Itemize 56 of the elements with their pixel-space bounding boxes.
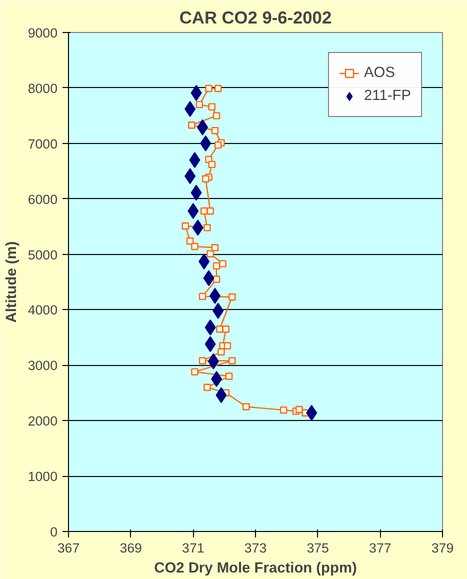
y-tick-label: 1000 — [28, 469, 58, 484]
x-tick-label: 377 — [369, 540, 392, 556]
point — [228, 357, 236, 364]
point — [222, 326, 230, 333]
point — [191, 368, 198, 376]
point — [191, 242, 198, 250]
point — [219, 260, 226, 268]
point — [208, 103, 216, 110]
point — [188, 121, 196, 129]
x-tick-label: 369 — [120, 540, 142, 556]
y-tick-label: 2000 — [28, 414, 58, 429]
point — [212, 262, 220, 270]
point — [216, 326, 224, 333]
point — [242, 403, 250, 410]
point — [204, 224, 211, 232]
point — [198, 357, 206, 364]
x-tick-label: 373 — [244, 540, 267, 556]
y-tick-label: 0 — [50, 524, 58, 540]
y-axis-title: Altitude (m) — [4, 241, 20, 323]
x-axis-title: CO2 Dry Mole Fraction (ppm) — [154, 560, 357, 576]
point — [204, 384, 211, 391]
point — [202, 175, 210, 182]
x-tick-label: 375 — [306, 540, 329, 556]
chart-title: CAR CO2 9-6-2002 — [179, 8, 332, 28]
y-tick-label: 7000 — [28, 136, 58, 152]
x-tick-label: 371 — [182, 540, 204, 556]
point — [205, 84, 212, 92]
point — [206, 250, 214, 258]
y-tick-label: 5000 — [28, 247, 58, 262]
point — [214, 84, 222, 92]
point — [200, 207, 208, 215]
point — [196, 100, 203, 108]
y-tick-label: 4000 — [28, 302, 58, 318]
point — [211, 127, 219, 134]
point — [224, 342, 232, 350]
point — [212, 276, 220, 283]
point — [208, 160, 216, 168]
y-tick-label: 3000 — [28, 358, 58, 374]
y-tick-label: 8000 — [28, 80, 58, 96]
point — [296, 406, 303, 414]
y-tick-label: 9000 — [28, 26, 58, 40]
point — [218, 348, 225, 356]
y-tick-label: 6000 — [28, 192, 58, 207]
x-tick-label: 367 — [57, 540, 80, 556]
point — [225, 372, 233, 380]
point — [182, 222, 189, 230]
point — [214, 141, 222, 149]
point — [198, 292, 206, 300]
x-tick-label: 379 — [431, 540, 454, 556]
point — [211, 244, 219, 252]
point — [228, 293, 236, 301]
legend-label: AOS — [364, 65, 395, 81]
point — [212, 112, 220, 120]
point — [186, 237, 194, 245]
legend-label: 211-FP — [364, 88, 411, 104]
point — [280, 406, 288, 414]
